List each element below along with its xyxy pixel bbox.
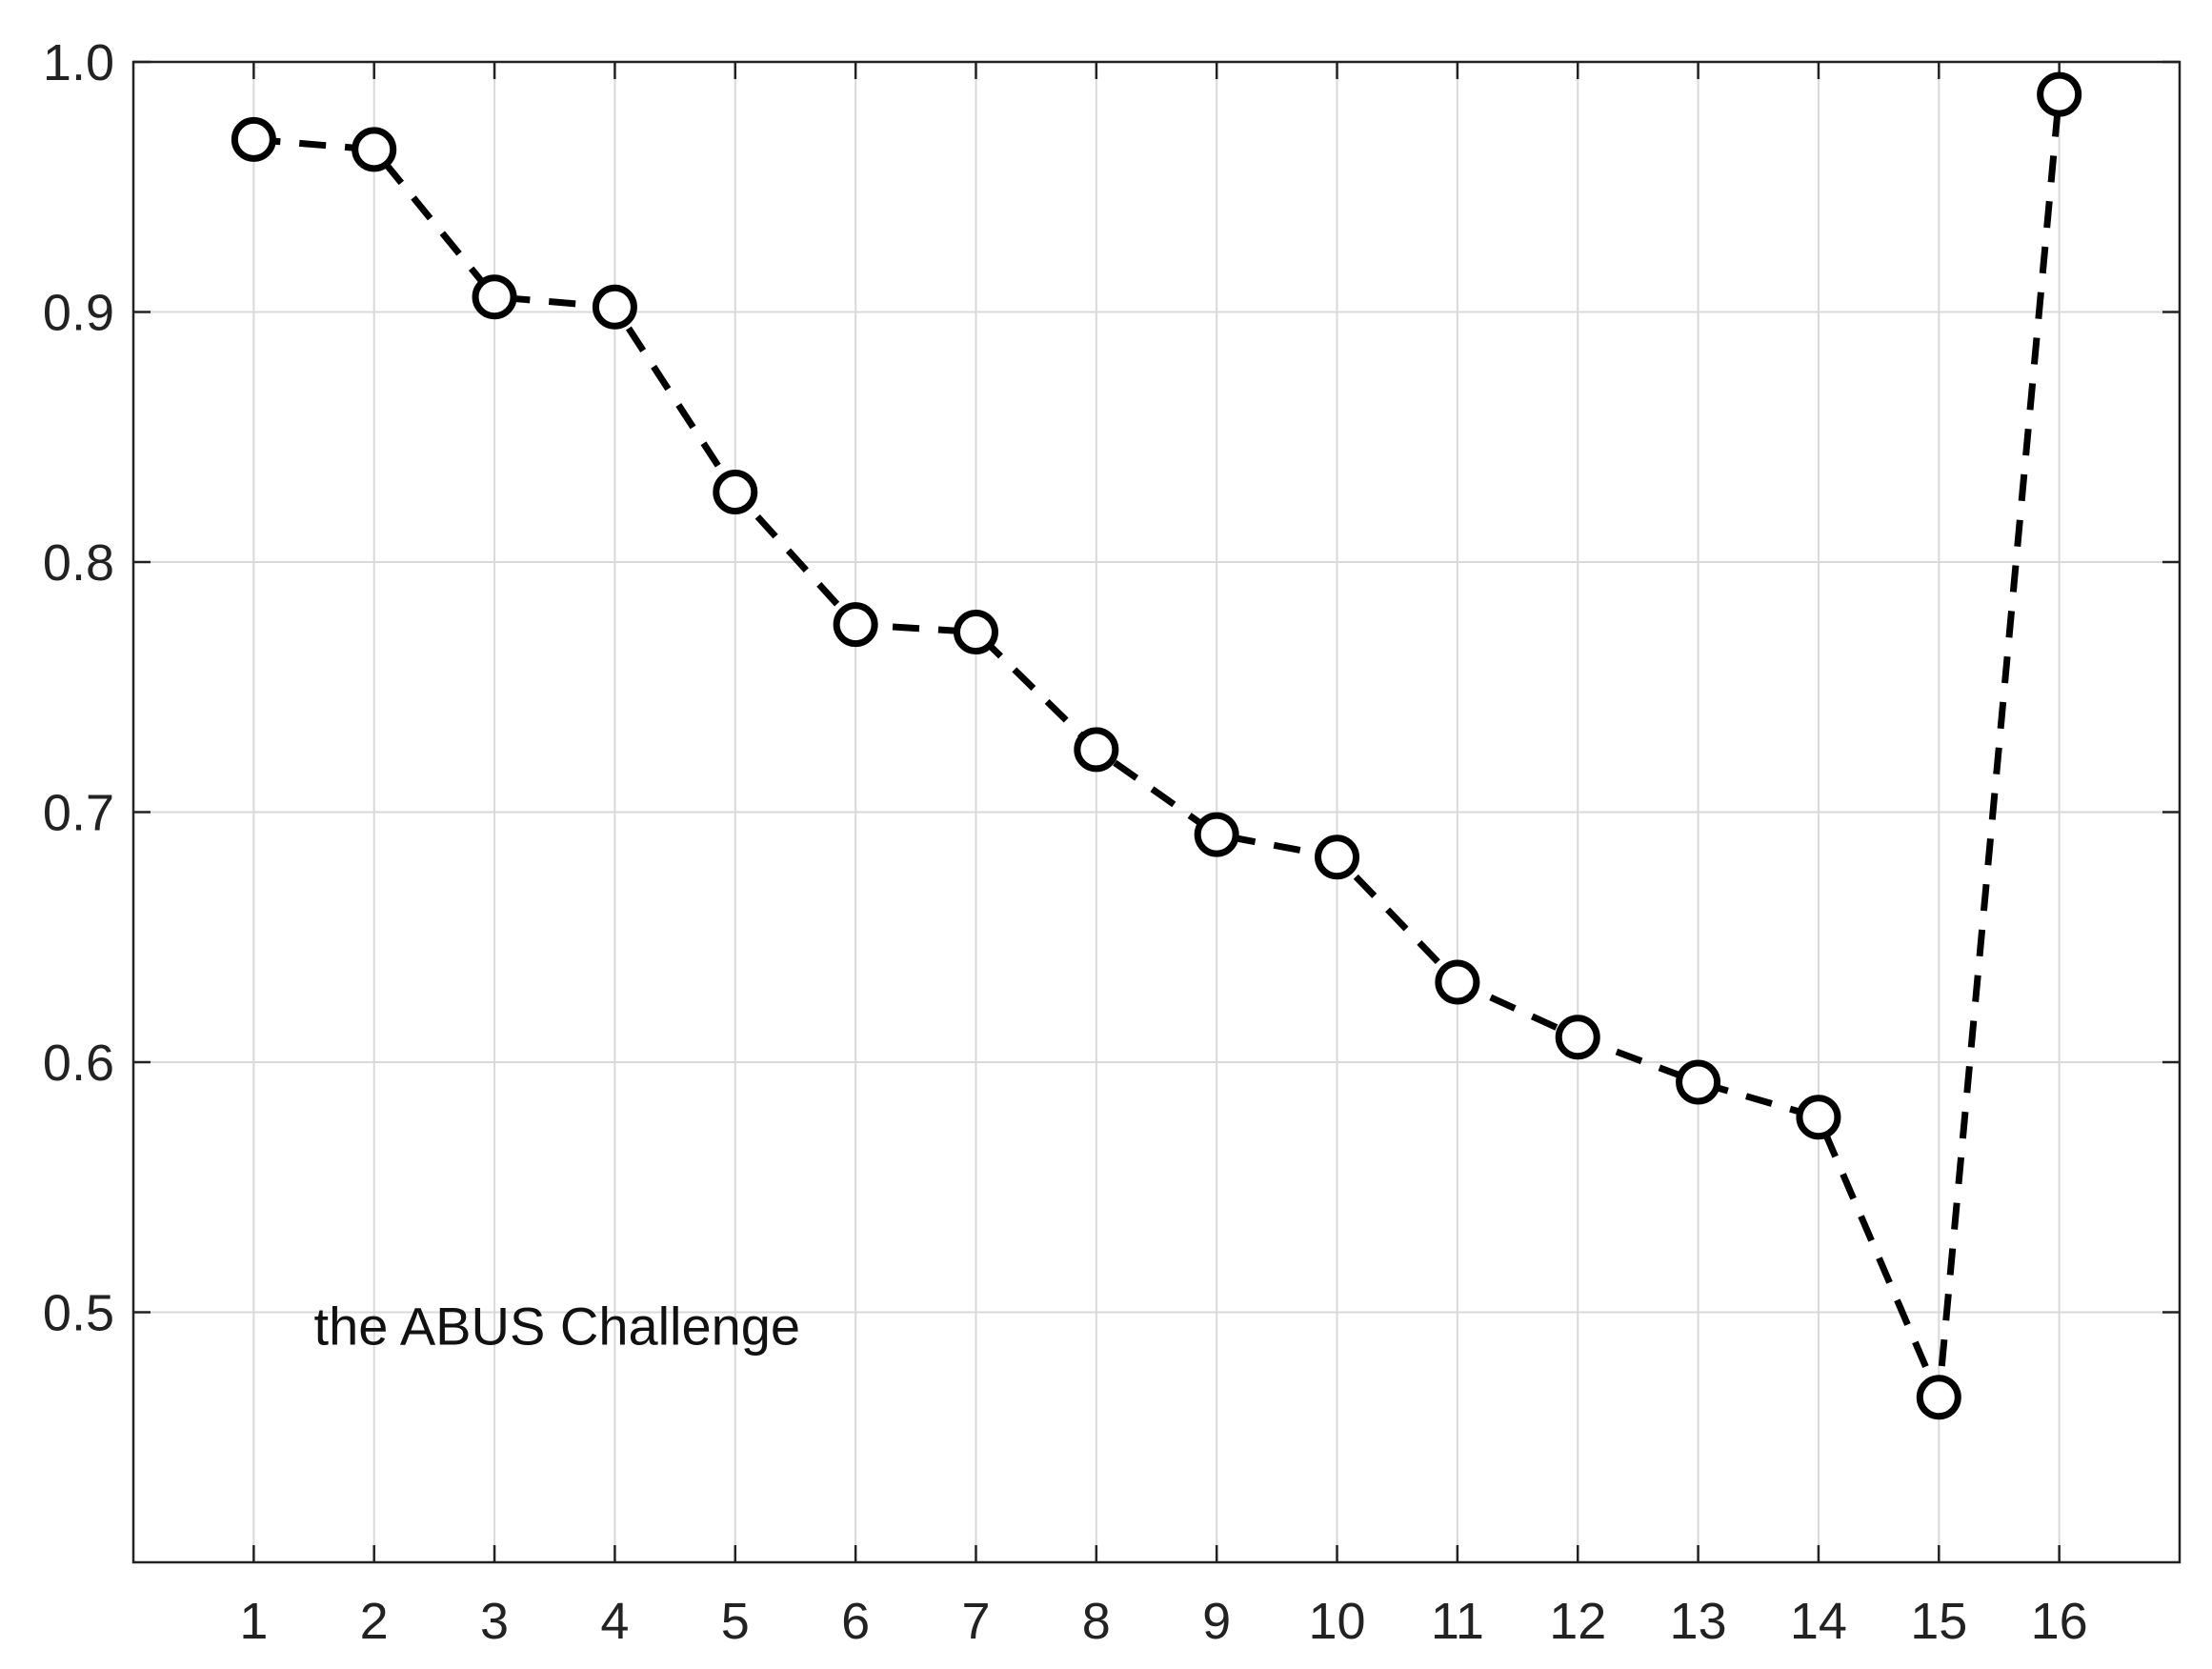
axis-ticks — [133, 60, 2180, 1562]
x-tick-label: 7 — [961, 1593, 990, 1650]
y-tick-label: 0.8 — [43, 534, 114, 592]
x-tick-label: 12 — [1549, 1593, 1606, 1650]
data-point — [352, 127, 397, 172]
y-axis-tick-labels: 0.5 0.6 0.7 0.8 0.9 1.0 — [43, 34, 114, 1342]
y-tick-label: 0.5 — [43, 1285, 114, 1342]
data-point — [2037, 71, 2082, 117]
x-axis-tick-labels: 1 2 3 4 5 6 7 8 9 10 11 12 13 14 15 16 — [239, 1593, 2087, 1650]
data-point — [1916, 1375, 1961, 1420]
x-tick-label: 16 — [2031, 1593, 2088, 1650]
data-point — [592, 284, 637, 330]
data-point — [953, 610, 998, 654]
x-tick-label: 4 — [600, 1593, 629, 1650]
x-tick-label: 5 — [721, 1593, 750, 1650]
data-point — [713, 470, 758, 514]
series-markers — [231, 71, 2082, 1420]
y-tick-label: 0.7 — [43, 785, 114, 842]
data-point — [1315, 834, 1360, 880]
data-point — [1796, 1095, 1841, 1140]
data-point — [1074, 727, 1119, 773]
x-tick-label: 8 — [1082, 1593, 1111, 1650]
data-point — [1555, 1015, 1600, 1060]
data-point — [1435, 959, 1480, 1005]
data-point — [1194, 812, 1239, 857]
data-point — [1676, 1059, 1721, 1105]
x-tick-label: 11 — [1431, 1593, 1484, 1650]
x-tick-label: 1 — [239, 1593, 268, 1650]
series-line — [253, 93, 2063, 1399]
x-tick-label: 14 — [1790, 1593, 1847, 1650]
y-tick-label: 0.9 — [43, 285, 114, 342]
x-tick-label: 2 — [360, 1593, 389, 1650]
x-tick-label: 9 — [1202, 1593, 1231, 1650]
chart-annotation: the ABUS Challenge — [314, 1297, 801, 1357]
x-tick-label: 6 — [841, 1593, 870, 1650]
x-tick-label: 3 — [480, 1593, 509, 1650]
x-tick-label: 10 — [1308, 1593, 1365, 1650]
y-tick-label: 0.6 — [43, 1035, 114, 1092]
data-point — [833, 602, 878, 648]
y-tick-label: 1.0 — [43, 34, 114, 91]
data-point — [231, 116, 276, 162]
data-point — [472, 274, 517, 320]
x-tick-label: 13 — [1670, 1593, 1727, 1650]
x-tick-label: 15 — [1910, 1593, 1967, 1650]
